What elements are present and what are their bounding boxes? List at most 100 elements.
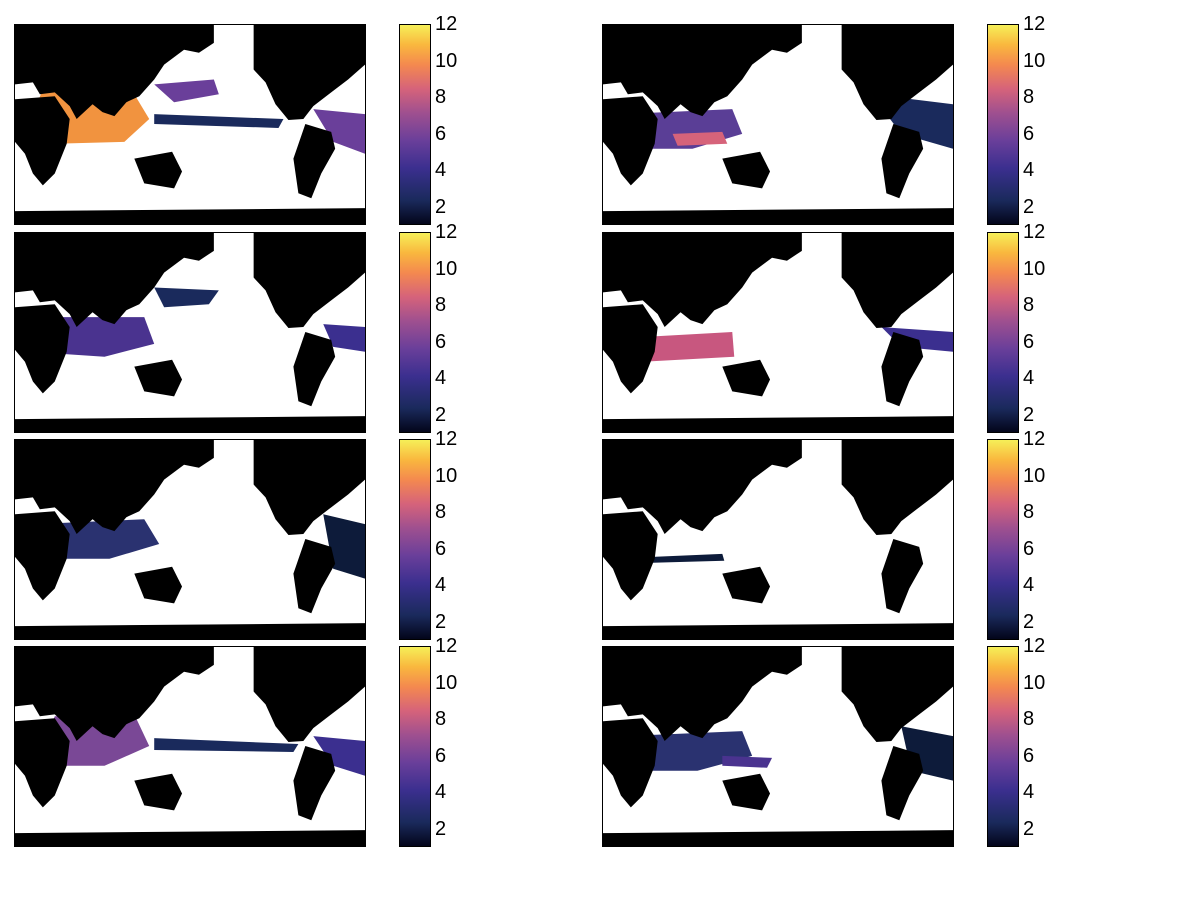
ocean-patch bbox=[323, 324, 365, 352]
colorbar-tick-label: 6 bbox=[435, 330, 447, 353]
land-mass bbox=[15, 233, 214, 328]
land-mass bbox=[603, 208, 953, 224]
map-heatmap-row1-left bbox=[15, 25, 365, 224]
colorbar-tick-label: 12 bbox=[1023, 635, 1046, 657]
land-mass bbox=[15, 440, 214, 535]
colorbar-tick-label: 2 bbox=[1023, 403, 1035, 426]
land-mass bbox=[603, 647, 802, 742]
colorbar-tick-label: 8 bbox=[435, 294, 447, 317]
colorbar-tick-label: 2 bbox=[435, 610, 447, 633]
colorbar-tick-label: 4 bbox=[435, 367, 447, 390]
colorbar-row3-right bbox=[987, 439, 1019, 640]
land-mass bbox=[603, 623, 953, 639]
colorbar-tick-label: 6 bbox=[435, 122, 447, 145]
land-mass bbox=[722, 359, 771, 397]
colorbar-tick-label: 10 bbox=[1023, 49, 1046, 72]
colorbar-tick-label: 4 bbox=[1023, 159, 1035, 182]
map-heatmap-row2-left bbox=[15, 233, 365, 432]
colorbar-tick-label: 12 bbox=[435, 428, 458, 450]
colorbar-tick-label: 6 bbox=[1023, 122, 1035, 145]
land-mass bbox=[15, 25, 214, 120]
land-mass bbox=[722, 773, 771, 811]
ocean-patch bbox=[672, 131, 728, 146]
colorbar-tick-label: 12 bbox=[1023, 13, 1046, 35]
ocean-patch bbox=[313, 736, 365, 776]
land-mass bbox=[253, 440, 365, 536]
land-mass bbox=[881, 539, 924, 614]
colorbar-tick-label: 4 bbox=[1023, 781, 1035, 804]
ocean-patch bbox=[642, 332, 735, 362]
colorbar-tick-label: 12 bbox=[435, 635, 458, 657]
colorbar-tick-label: 8 bbox=[1023, 294, 1035, 317]
land-mass bbox=[293, 539, 336, 614]
colorbar-tick-label: 2 bbox=[1023, 195, 1035, 218]
land-mass bbox=[722, 566, 771, 604]
colorbar-tick-label: 10 bbox=[435, 671, 458, 694]
land-mass bbox=[293, 124, 336, 199]
map-heatmap-row1-right bbox=[603, 25, 953, 224]
ocean-patch bbox=[313, 109, 365, 154]
map-heatmap-row4-left bbox=[15, 647, 365, 846]
colorbar-tick-label: 8 bbox=[435, 501, 447, 524]
land-mass bbox=[881, 124, 924, 199]
land-mass bbox=[15, 208, 365, 224]
map-panel-row3-right bbox=[602, 439, 954, 640]
land-mass bbox=[841, 233, 953, 329]
colorbar-tick-label: 10 bbox=[1023, 671, 1046, 694]
ocean-patch bbox=[154, 79, 219, 103]
colorbar-tick-label: 8 bbox=[1023, 501, 1035, 524]
colorbar-tick-label: 4 bbox=[1023, 367, 1035, 390]
colorbar-tick-label: 12 bbox=[1023, 428, 1046, 450]
land-mass bbox=[15, 718, 70, 808]
colorbar-tick-label: 8 bbox=[435, 86, 447, 109]
colorbar-row3-left bbox=[399, 439, 431, 640]
colorbar-row2-right bbox=[987, 232, 1019, 433]
colorbar-tick-label: 10 bbox=[1023, 464, 1046, 487]
land-mass bbox=[881, 746, 924, 821]
colorbar-row1-right bbox=[987, 24, 1019, 225]
land-mass bbox=[15, 647, 214, 742]
colorbar-tick-label: 6 bbox=[435, 537, 447, 560]
land-mass bbox=[603, 440, 802, 535]
colorbar-tick-label: 10 bbox=[435, 464, 458, 487]
colorbar-tick-label: 8 bbox=[435, 708, 447, 731]
land-mass bbox=[881, 332, 924, 407]
colorbar-tick-label: 2 bbox=[1023, 610, 1035, 633]
land-mass bbox=[253, 25, 365, 121]
map-heatmap-row4-right bbox=[603, 647, 953, 846]
colorbar-tick-label: 10 bbox=[435, 49, 458, 72]
land-mass bbox=[15, 511, 70, 601]
colorbar-tick-label: 12 bbox=[1023, 221, 1046, 243]
colorbar-tick-label: 4 bbox=[1023, 574, 1035, 597]
colorbar-tick-label: 10 bbox=[1023, 257, 1046, 280]
land-mass bbox=[841, 25, 953, 121]
colorbar-row1-left bbox=[399, 24, 431, 225]
land-mass bbox=[603, 233, 802, 328]
colorbar-tick-label: 12 bbox=[435, 221, 458, 243]
colorbar-tick-label: 6 bbox=[1023, 330, 1035, 353]
land-mass bbox=[134, 359, 183, 397]
land-mass bbox=[603, 25, 802, 120]
colorbar-tick-label: 2 bbox=[1023, 817, 1035, 840]
colorbar-tick-label: 2 bbox=[435, 403, 447, 426]
land-mass bbox=[603, 304, 658, 394]
colorbar-tick-label: 4 bbox=[435, 781, 447, 804]
ocean-patch bbox=[722, 755, 773, 768]
colorbar-tick-label: 10 bbox=[435, 257, 458, 280]
map-heatmap-row3-left bbox=[15, 440, 365, 639]
map-panel-row2-right bbox=[602, 232, 954, 433]
land-mass bbox=[134, 566, 183, 604]
map-panel-row4-left bbox=[14, 646, 366, 847]
colorbar-tick-label: 6 bbox=[435, 744, 447, 767]
colorbar-tick-label: 2 bbox=[435, 195, 447, 218]
land-mass bbox=[15, 96, 70, 186]
colorbar-tick-label: 4 bbox=[435, 159, 447, 182]
land-mass bbox=[253, 647, 365, 743]
map-heatmap-row2-right bbox=[603, 233, 953, 432]
land-mass bbox=[293, 332, 336, 407]
map-heatmap-row3-right bbox=[603, 440, 953, 639]
map-panel-row2-left bbox=[14, 232, 366, 433]
colorbar-tick-label: 2 bbox=[435, 817, 447, 840]
land-mass bbox=[15, 416, 365, 432]
land-mass bbox=[603, 96, 658, 186]
